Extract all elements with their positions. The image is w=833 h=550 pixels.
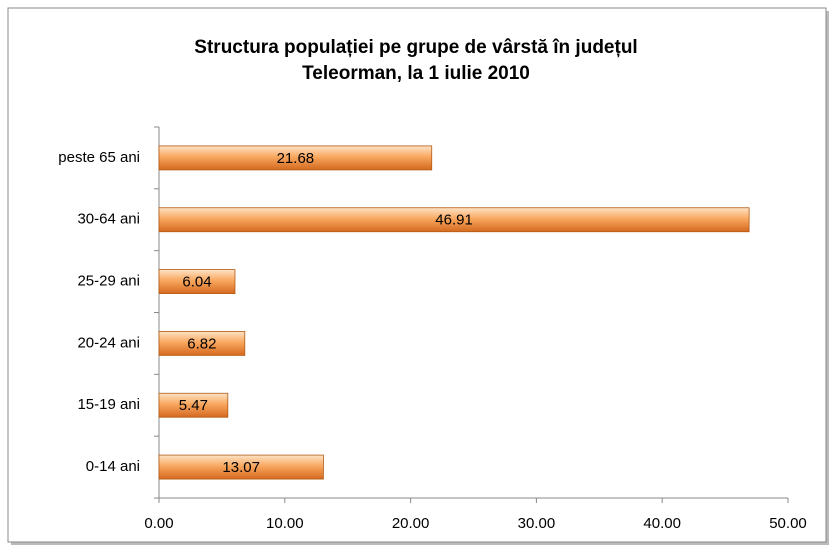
x-tick-label: 20.00: [392, 515, 430, 532]
bar: [158, 207, 750, 233]
bar: [158, 331, 246, 356]
bar: [158, 269, 236, 294]
x-tick-label: 0.00: [144, 515, 173, 532]
bar: [158, 392, 229, 418]
y-tick-label: peste 65 ani: [58, 149, 140, 166]
chart-frame: [7, 7, 827, 543]
data-label: 5.47: [179, 397, 208, 414]
x-tick-label: 40.00: [643, 515, 681, 532]
chart-title: Structura populației pe grupe de vârstă …: [194, 37, 637, 58]
data-label: 13.07: [222, 459, 260, 476]
data-label: 21.68: [277, 150, 315, 167]
x-tick-label: 50.00: [769, 515, 807, 532]
bar: [158, 145, 433, 171]
x-tick-label: 30.00: [518, 515, 556, 532]
data-label: 6.82: [187, 335, 216, 352]
y-tick-label: 15-19 ani: [77, 396, 140, 413]
y-tick-label: 0-14 ani: [86, 458, 140, 475]
bar: [158, 454, 324, 480]
data-label: 46.91: [435, 212, 473, 229]
y-tick-label: 25-29 ani: [77, 273, 140, 290]
data-label: 6.04: [182, 274, 211, 291]
y-tick-label: 20-24 ani: [77, 334, 140, 351]
y-tick-label: 30-64 ani: [77, 211, 140, 228]
x-tick-label: 10.00: [266, 515, 304, 532]
chart-title: Teleorman, la 1 iulie 2010: [302, 63, 530, 84]
